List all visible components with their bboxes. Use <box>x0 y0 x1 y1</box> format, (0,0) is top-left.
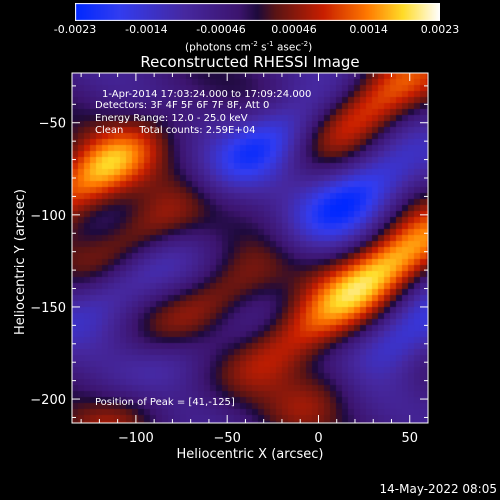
plot-border <box>71 72 429 424</box>
x-tick-labels: −100 −50 0 50 <box>118 431 418 446</box>
y-tick-labels: −50 −100 −150 −200 <box>30 117 66 408</box>
chart-title: Reconstructed RHESSI Image <box>140 53 360 71</box>
y-tick-label: −200 <box>30 393 66 408</box>
y-tick-label: −50 <box>39 117 66 132</box>
observation-time: 1-Apr-2014 17:03:24.000 to 17:09:24.000 <box>102 89 312 100</box>
x-tick-label: 0 <box>314 431 322 446</box>
x-tick-label: 50 <box>401 431 418 446</box>
peak-position-label: Position of Peak = [41,-125] <box>95 397 235 408</box>
colorbar-unit-label: (photons cm-2 s-1 asec-2) <box>185 40 313 54</box>
rhessi-image-heatmap <box>72 73 428 423</box>
colorbar-tick-1: -0.0014 <box>125 23 168 36</box>
colorbar-tick-2: -0.00046 <box>196 23 246 36</box>
x-tick-label: −50 <box>213 431 240 446</box>
detectors-info: Detectors: 3F 4F 5F 6F 7F 8F, Att 0 <box>95 100 270 111</box>
x-tick-label: −100 <box>118 431 154 446</box>
energy-range-info: Energy Range: 12.0 - 25.0 keV <box>95 113 248 124</box>
colorbar-tick-3: 0.00046 <box>271 23 317 36</box>
y-axis-label: Heliocentric Y (arcsec) <box>13 189 28 335</box>
colorbar <box>75 3 440 21</box>
colorbar-tick-5: 0.0023 <box>420 23 460 36</box>
colorbar-tick-labels: -0.0023 -0.0014 -0.00046 0.00046 0.0014 0.002… <box>0 0 500 60</box>
axes-frame <box>71 72 429 424</box>
footer-date: 14-May-2022 08:05 <box>379 482 497 496</box>
x-axis-label: Heliocentric X (arcsec) <box>177 447 324 462</box>
colorbar-tick-0: -0.0023 <box>53 23 97 36</box>
y-tick-label: −100 <box>30 209 66 224</box>
colorbar-tick-4: 0.0014 <box>349 23 388 36</box>
clean-counts-info: Clean Total counts: 2.59E+04 <box>95 125 256 136</box>
y-tick-label: −150 <box>30 301 66 316</box>
